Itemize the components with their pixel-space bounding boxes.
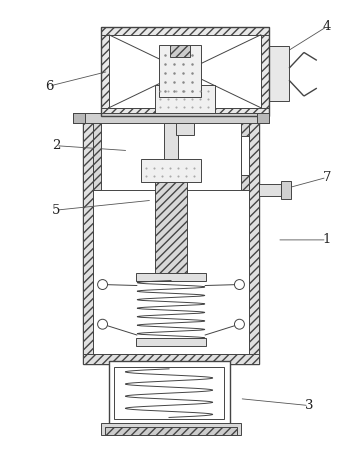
Bar xyxy=(259,184,281,196)
Bar xyxy=(100,27,108,116)
Text: 4: 4 xyxy=(323,20,331,33)
Bar xyxy=(83,121,259,364)
Text: 5: 5 xyxy=(52,204,60,217)
Bar xyxy=(105,427,237,435)
Circle shape xyxy=(98,279,108,289)
Bar xyxy=(93,121,249,354)
Bar xyxy=(164,123,178,158)
Bar xyxy=(241,121,249,190)
Bar xyxy=(159,46,201,97)
Bar xyxy=(136,338,206,346)
Bar xyxy=(176,123,194,135)
Text: 7: 7 xyxy=(322,171,331,184)
Bar xyxy=(100,108,269,116)
Bar xyxy=(281,182,291,199)
Bar xyxy=(93,121,249,190)
Bar xyxy=(241,136,249,176)
Bar xyxy=(257,113,269,123)
Bar xyxy=(93,121,100,190)
Circle shape xyxy=(98,319,108,329)
Circle shape xyxy=(235,279,244,289)
Bar xyxy=(141,158,201,182)
Text: 6: 6 xyxy=(45,80,53,93)
Bar xyxy=(155,85,215,113)
Text: 1: 1 xyxy=(323,233,331,247)
Bar xyxy=(83,354,259,364)
Bar xyxy=(115,367,224,420)
Bar xyxy=(269,46,289,101)
Bar xyxy=(261,27,269,116)
Bar xyxy=(73,113,85,123)
Text: 2: 2 xyxy=(52,139,60,152)
Bar xyxy=(108,361,229,425)
Bar xyxy=(249,121,259,364)
Bar xyxy=(73,113,269,123)
Circle shape xyxy=(235,319,244,329)
Bar xyxy=(100,27,269,116)
Bar xyxy=(170,46,190,57)
Bar xyxy=(83,121,93,364)
Bar xyxy=(100,424,241,435)
Bar xyxy=(108,35,261,108)
Bar xyxy=(155,161,187,273)
Bar xyxy=(136,273,206,281)
Text: 3: 3 xyxy=(305,399,313,412)
Bar xyxy=(100,27,269,35)
